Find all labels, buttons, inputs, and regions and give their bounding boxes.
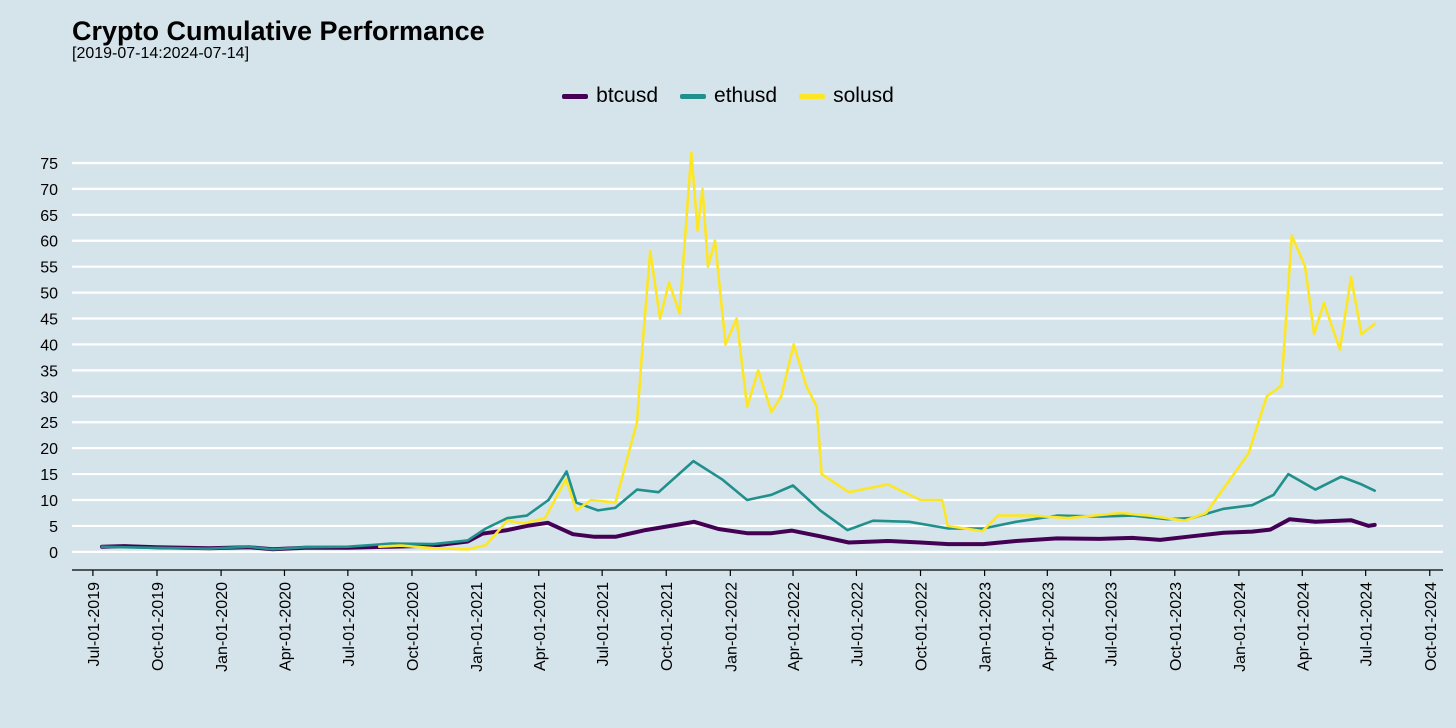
series-line-btcusd: [100, 517, 1377, 552]
y-tick-label: 55: [40, 260, 58, 277]
legend-swatch-solusd: [799, 93, 826, 99]
y-tick-label: 0: [49, 545, 58, 562]
x-tick-label: Jul-01-2019: [86, 582, 103, 667]
y-tick-label: 50: [40, 286, 58, 303]
x-tick-label: Jan-01-2023: [978, 582, 995, 672]
y-tick-label: 45: [40, 312, 58, 329]
x-tick-label: Jan-01-2024: [1232, 582, 1249, 672]
x-tick-label: Jan-01-2022: [723, 582, 740, 672]
legend-label-solusd: solusd: [833, 84, 894, 107]
legend: btcusd ethusd solusd: [0, 84, 1456, 108]
x-tick-label: Oct-01-2024: [1423, 582, 1440, 671]
legend-item-ethusd: ethusd: [680, 84, 777, 108]
x-tick-label: Jul-01-2020: [341, 582, 358, 667]
x-tick-label: Oct-01-2021: [659, 582, 676, 671]
y-tick-label: 75: [40, 156, 58, 173]
x-tick-label: Oct-01-2020: [405, 582, 422, 671]
x-tick-label: Jul-01-2023: [1104, 582, 1121, 667]
x-tick-label: Jul-01-2021: [595, 582, 612, 667]
legend-swatch-ethusd: [680, 93, 707, 99]
x-tick-label: Jul-01-2024: [1359, 582, 1376, 667]
x-tick-label: Jan-01-2020: [214, 582, 231, 672]
y-tick-label: 30: [40, 389, 58, 406]
legend-label-ethusd: ethusd: [714, 84, 778, 107]
legend-item-solusd: solusd: [799, 84, 894, 108]
x-tick-label: Apr-01-2021: [532, 582, 549, 671]
chart-subtitle: [2019-07-14:2024-07-14]: [72, 45, 250, 62]
x-tick-label: Oct-01-2022: [914, 582, 931, 671]
x-tick-label: Apr-01-2024: [1295, 582, 1312, 671]
y-tick-label: 5: [49, 519, 58, 536]
y-axis: 0 5 10 15 20 25 30 35 40 45 50 55 60 65 70 75: [40, 156, 58, 562]
x-tick-label: Apr-01-2022: [786, 582, 803, 671]
x-tick-label: Jan-01-2021: [469, 582, 486, 672]
x-tick-label: Apr-01-2020: [277, 582, 294, 671]
x-tick-label: Apr-01-2023: [1040, 582, 1057, 671]
series-line-ethusd: [100, 459, 1376, 551]
y-tick-label: 20: [40, 441, 58, 458]
gridlines: [72, 161, 1443, 553]
x-tick-label: Oct-01-2019: [150, 582, 167, 671]
y-tick-label: 25: [40, 415, 58, 432]
chart-title: Crypto Cumulative Performance: [72, 16, 485, 46]
legend-label-btcusd: btcusd: [596, 84, 659, 107]
legend-item-btcusd: btcusd: [562, 84, 658, 108]
x-tick-label: Oct-01-2023: [1168, 582, 1185, 671]
y-tick-label: 60: [40, 234, 58, 251]
y-tick-label: 70: [40, 182, 58, 199]
y-tick-label: 40: [40, 337, 58, 354]
y-tick-label: 10: [40, 493, 58, 510]
series-line-solusd: [377, 151, 1376, 551]
x-tick-label: Jul-01-2022: [849, 582, 866, 667]
y-tick-label: 15: [40, 467, 58, 484]
y-tick-label: 35: [40, 363, 58, 380]
legend-swatch-btcusd: [562, 93, 589, 99]
x-axis: Jul-01-2019 Oct-01-2019 Jan-01-2020 Apr-01-…: [72, 569, 1443, 672]
y-tick-label: 65: [40, 208, 58, 225]
series-lines: [100, 151, 1377, 552]
